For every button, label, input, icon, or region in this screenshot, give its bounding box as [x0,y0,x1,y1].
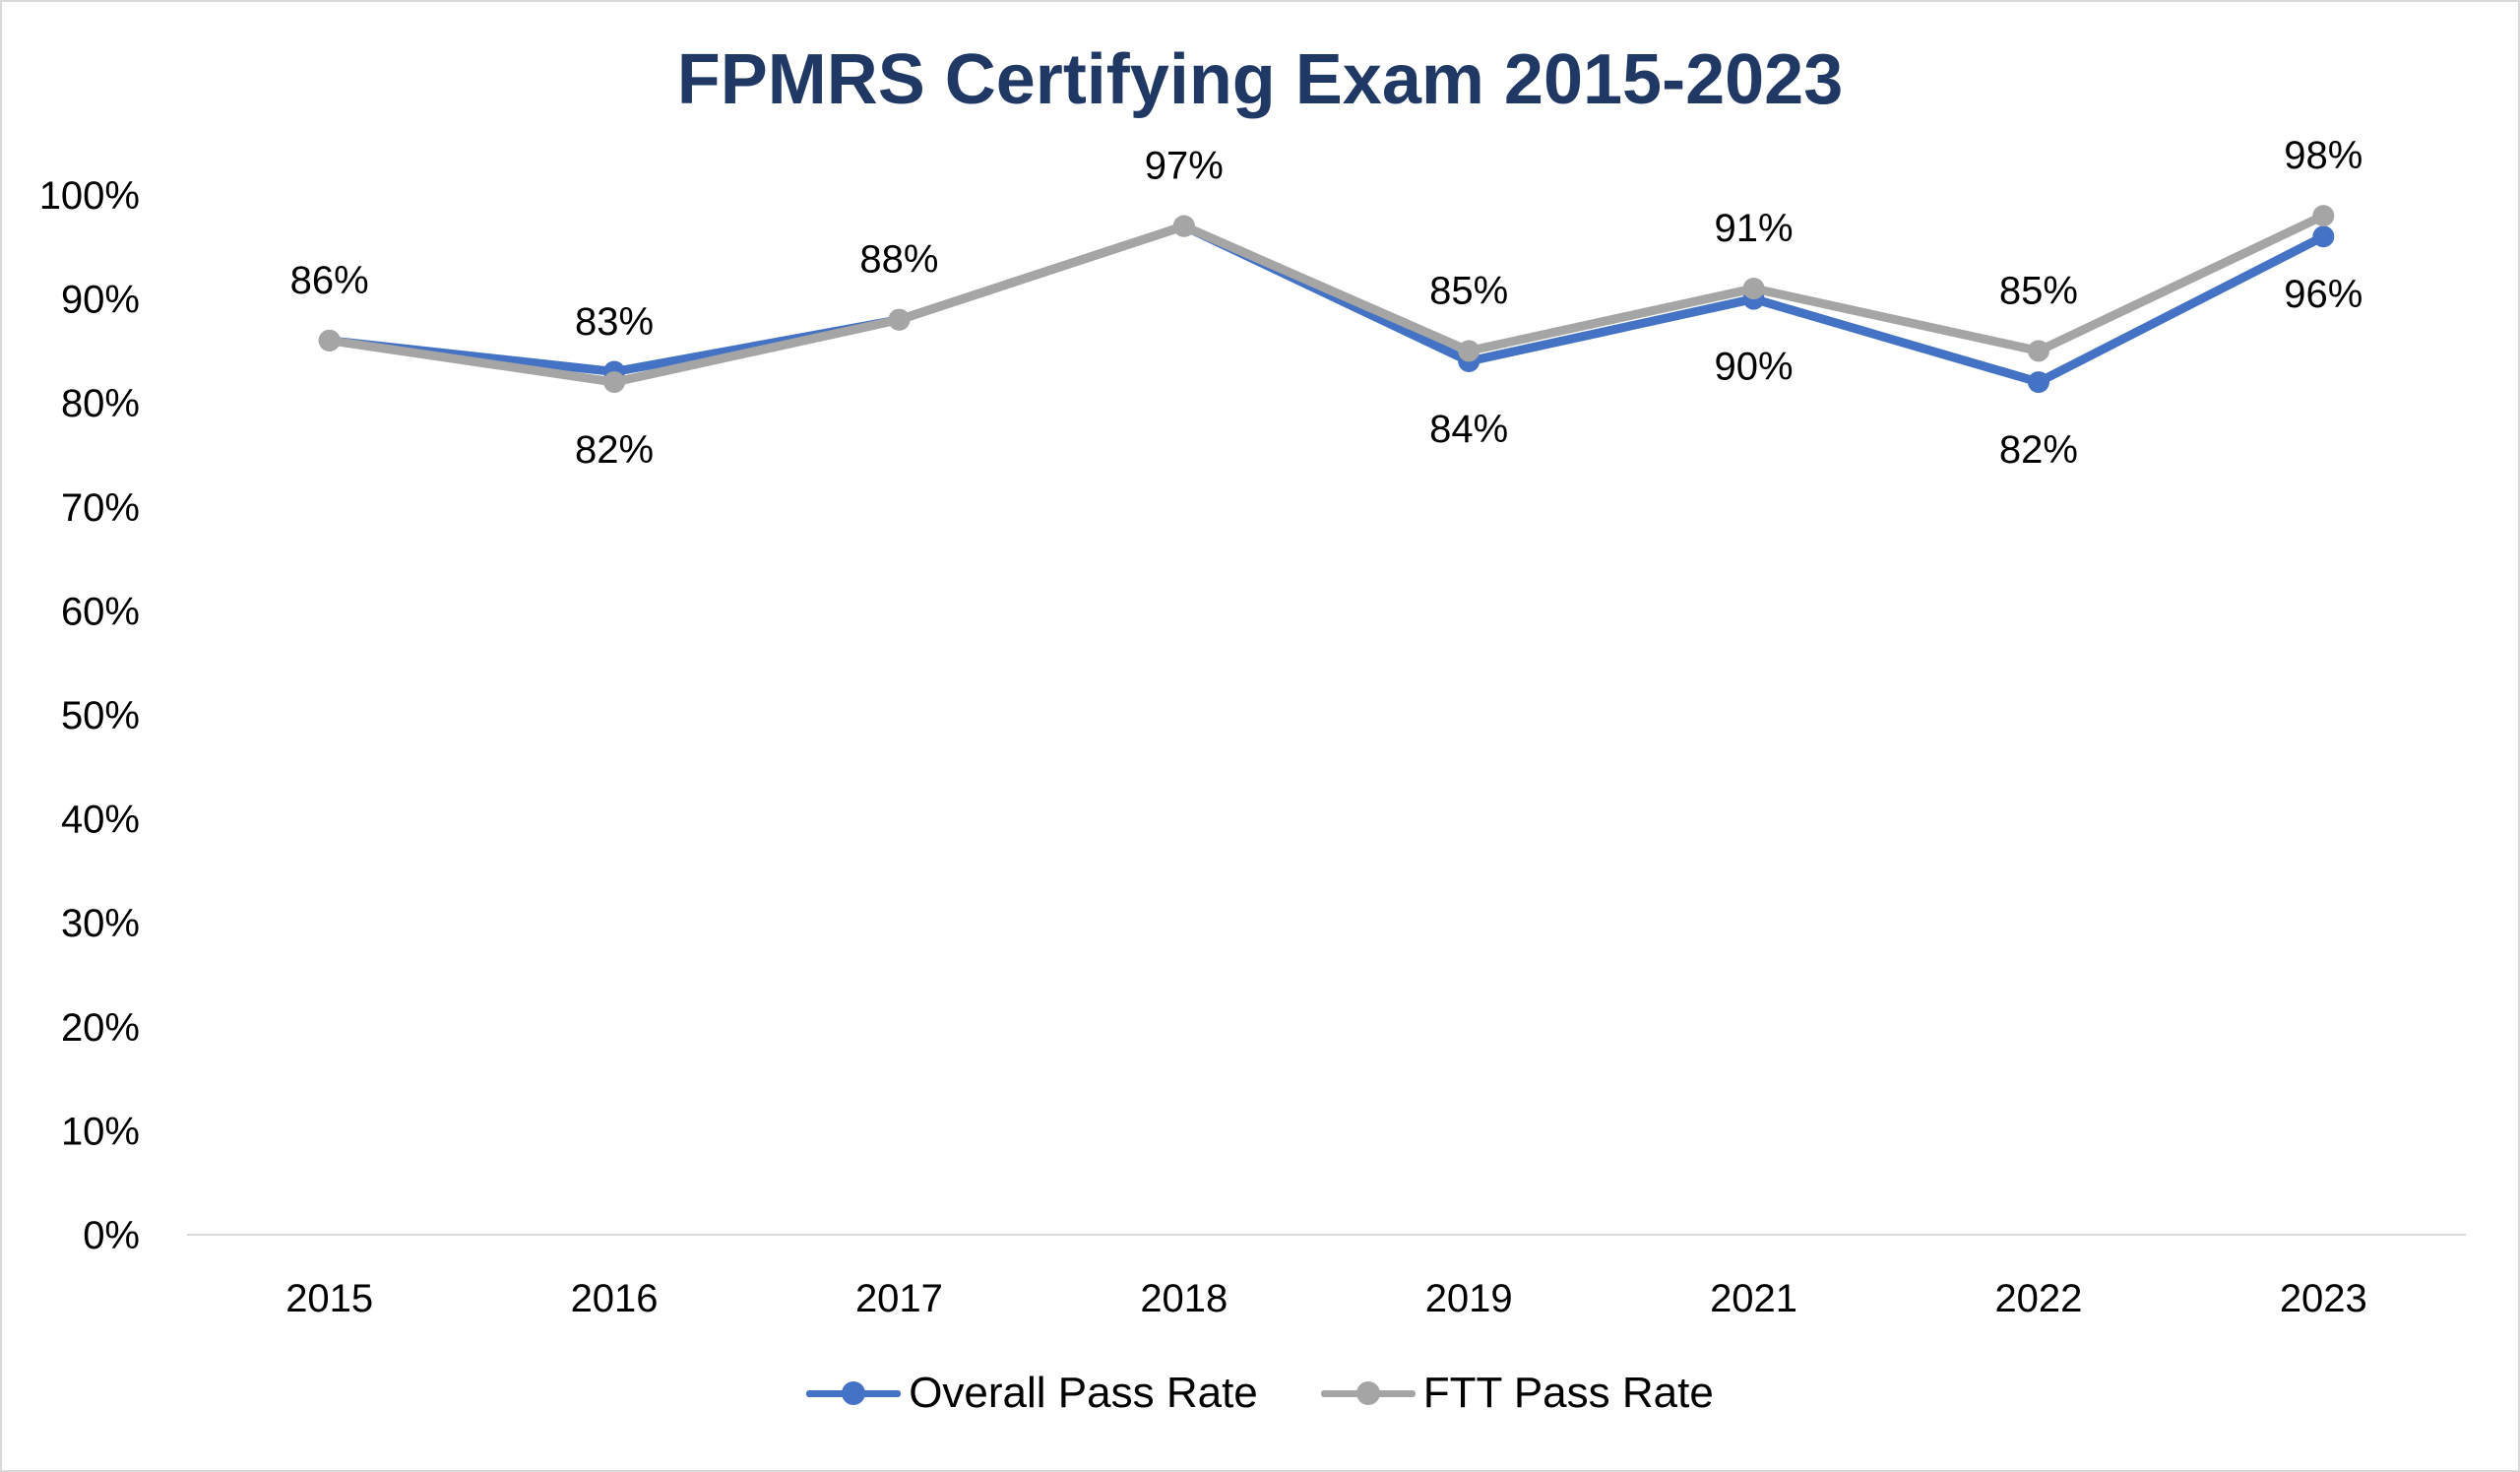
data-label: 85% [1999,269,2078,312]
y-tick-label: 10% [61,1110,140,1153]
y-tick-label: 0% [83,1214,140,1257]
y-tick-label: 40% [61,799,140,842]
x-tick-label: 2023 [2280,1277,2367,1320]
chart-legend: Overall Pass Rate FTT Pass Rate [0,1369,2520,1418]
data-point [603,371,626,394]
y-tick-label: 30% [61,902,140,945]
x-tick-label: 2019 [1425,1277,1513,1320]
data-point [1172,215,1195,237]
y-tick-label: 20% [61,1006,140,1050]
x-tick-label: 2017 [855,1277,943,1320]
legend-item-0: Overall Pass Rate [806,1369,1258,1418]
series-line-1 [325,211,2328,387]
x-tick-label: 2016 [571,1277,659,1320]
data-label: 91% [1715,207,1794,250]
data-label: 97% [1145,145,1224,188]
legend-label: Overall Pass Rate [909,1369,1258,1417]
data-point [2312,225,2335,248]
data-label: 82% [1999,428,2078,472]
data-label: 85% [1429,269,1508,312]
legend-item-1: FTT Pass Rate [1320,1369,1714,1418]
data-point [2027,340,2049,362]
data-point [2027,371,2049,394]
data-label: 88% [859,238,938,282]
legend-swatch [1320,1374,1416,1413]
legend-swatch [806,1374,902,1413]
y-tick-label: 50% [61,694,140,737]
y-tick-label: 60% [61,590,140,633]
series-line-0 [325,222,2328,387]
data-label: 83% [575,300,654,344]
data-label: 84% [1429,408,1508,451]
data-label: 86% [290,259,369,302]
data-label: 98% [2284,134,2362,177]
data-label: 96% [2284,273,2362,316]
y-tick-label: 80% [61,382,140,425]
y-tick-label: 70% [61,486,140,530]
y-tick-label: 100% [39,174,140,218]
data-label: 90% [1715,346,1794,389]
x-tick-label: 2021 [1710,1277,1797,1320]
data-point [318,329,341,352]
data-point [1742,278,1765,300]
data-point [888,308,911,331]
data-point [2312,205,2335,227]
legend-label: FTT Pass Rate [1422,1369,1714,1417]
x-tick-label: 2022 [1994,1277,2082,1320]
y-tick-label: 90% [61,279,140,322]
x-tick-label: 2018 [1140,1277,1228,1320]
x-tick-label: 2015 [285,1277,373,1320]
chart-title: FPMRS Certifying Exam 2015-2023 [676,40,1844,119]
data-label: 82% [575,428,654,472]
data-point [1458,340,1480,362]
